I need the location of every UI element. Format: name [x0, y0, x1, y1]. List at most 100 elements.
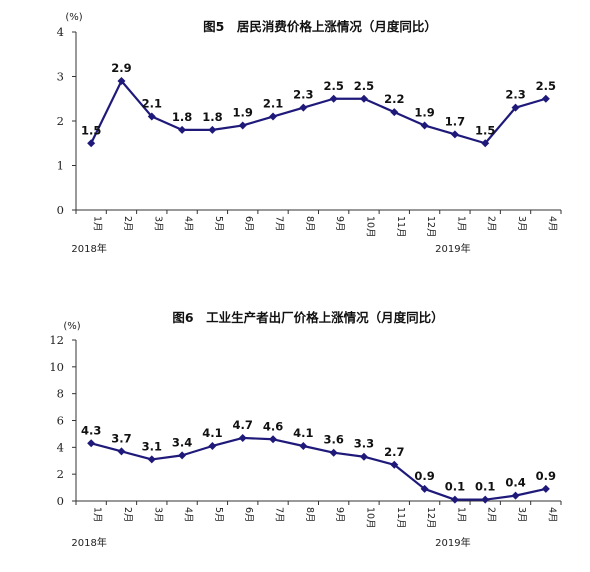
- data-point: [117, 76, 126, 85]
- x-tick-label: 4月: [183, 216, 194, 232]
- y-unit-label: (%): [63, 321, 80, 332]
- data-point: [450, 495, 459, 504]
- x-tick-label: 3月: [152, 507, 163, 523]
- chart-2: 图6 工业生产者出厂价格上涨情况（月度同比） (%) 0 2 4 6 8 10 12 1月 2月 3月…: [49, 310, 562, 549]
- data-point: [299, 441, 308, 450]
- data-point: [208, 125, 217, 134]
- x-tick-label: 5月: [213, 507, 224, 523]
- data-label: 1.9: [233, 105, 253, 119]
- year-label: 2018年: [71, 536, 106, 549]
- data-point: [450, 130, 459, 139]
- x-tick-label: 3月: [516, 507, 527, 523]
- x-tick-label: 3月: [516, 216, 527, 232]
- x-tick-label: 12月: [425, 216, 436, 238]
- data-label: 2.5: [354, 79, 374, 93]
- data-point: [299, 103, 308, 112]
- data-label: 4.6: [263, 419, 283, 433]
- y-tick-label: 0: [57, 494, 64, 508]
- data-label: 4.3: [81, 423, 101, 437]
- x-tick-label: 1月: [92, 507, 103, 523]
- data-label: 2.1: [142, 97, 162, 111]
- x-tick-label: 2月: [122, 216, 133, 232]
- data-label: 3.4: [172, 435, 192, 449]
- data-label: 0.9: [536, 469, 556, 483]
- data-point: [269, 112, 278, 121]
- x-tick-label: 2月: [122, 507, 133, 523]
- data-label: 1.8: [172, 110, 192, 124]
- data-label: 3.7: [111, 431, 131, 445]
- y-unit-label: (%): [65, 12, 82, 23]
- chart-title: 图5 居民消费价格上涨情况（月度同比）: [203, 19, 437, 34]
- x-tick-label: 1月: [455, 216, 466, 232]
- data-label: 4.1: [202, 426, 222, 440]
- data-label: 3.3: [354, 437, 374, 451]
- x-tick-label: 11月: [395, 216, 406, 238]
- data-label: 1.5: [475, 123, 495, 137]
- x-tick-label: 2月: [486, 507, 497, 523]
- data-point: [269, 435, 278, 444]
- data-point: [208, 441, 217, 450]
- data-label: 4.7: [233, 418, 253, 432]
- data-point: [359, 94, 368, 103]
- x-tick-label: 3月: [152, 216, 163, 232]
- data-label: 2.5: [323, 79, 343, 93]
- x-tick-label: 8月: [304, 507, 315, 523]
- data-point: [329, 448, 338, 457]
- x-tick-label: 12月: [425, 507, 436, 529]
- data-label: 2.3: [505, 88, 525, 102]
- data-label: 2.2: [384, 92, 404, 106]
- y-tick-label: 8: [57, 387, 64, 401]
- data-point: [87, 439, 96, 448]
- data-label: 1.9: [414, 105, 434, 119]
- data-point: [420, 484, 429, 493]
- x-tick-label: 8月: [304, 216, 315, 232]
- data-point: [390, 108, 399, 117]
- data-label: 0.1: [475, 480, 495, 494]
- x-tick-label: 9月: [334, 507, 345, 523]
- x-tick-label: 6月: [243, 507, 254, 523]
- data-point: [238, 433, 247, 442]
- data-label: 4.1: [293, 426, 313, 440]
- data-label: 1.5: [81, 123, 101, 137]
- x-tick-label: 7月: [274, 507, 285, 523]
- y-tick-label: 12: [49, 333, 64, 347]
- data-point: [178, 125, 187, 134]
- data-point: [390, 460, 399, 469]
- year-label: 2019年: [435, 242, 470, 255]
- data-label: 2.7: [384, 445, 404, 459]
- data-label: 2.5: [536, 79, 556, 93]
- x-tick-label: 11月: [395, 507, 406, 529]
- series-line: [90, 436, 547, 501]
- data-point: [117, 447, 126, 456]
- data-point: [420, 121, 429, 130]
- data-point: [359, 452, 368, 461]
- data-label: 0.4: [505, 476, 525, 490]
- x-tick-label: 2月: [486, 216, 497, 232]
- data-point: [541, 94, 550, 103]
- data-label: 0.1: [445, 480, 465, 494]
- y-tick-label: 10: [49, 360, 64, 374]
- x-tick-label: 9月: [334, 216, 345, 232]
- data-label: 2.3: [293, 88, 313, 102]
- year-label: 2019年: [435, 536, 470, 549]
- y-tick-label: 1: [57, 159, 64, 173]
- x-tick-label: 5月: [213, 216, 224, 232]
- data-point: [511, 103, 520, 112]
- x-tick-label: 1月: [92, 216, 103, 232]
- data-label: 2.1: [263, 97, 283, 111]
- chart-title: 图6 工业生产者出厂价格上涨情况（月度同比）: [172, 310, 443, 325]
- data-label: 2.9: [111, 61, 131, 75]
- data-label: 3.1: [142, 439, 162, 453]
- data-point: [329, 94, 338, 103]
- data-point: [481, 495, 490, 504]
- y-tick-label: 4: [57, 440, 64, 454]
- year-label: 2018年: [71, 242, 106, 255]
- x-tick-label: 10月: [364, 216, 375, 238]
- y-tick-label: 4: [57, 25, 64, 39]
- x-tick-label: 7月: [274, 216, 285, 232]
- y-tick-label: 2: [57, 467, 64, 481]
- data-point: [481, 139, 490, 148]
- data-point: [541, 484, 550, 493]
- data-point: [511, 491, 520, 500]
